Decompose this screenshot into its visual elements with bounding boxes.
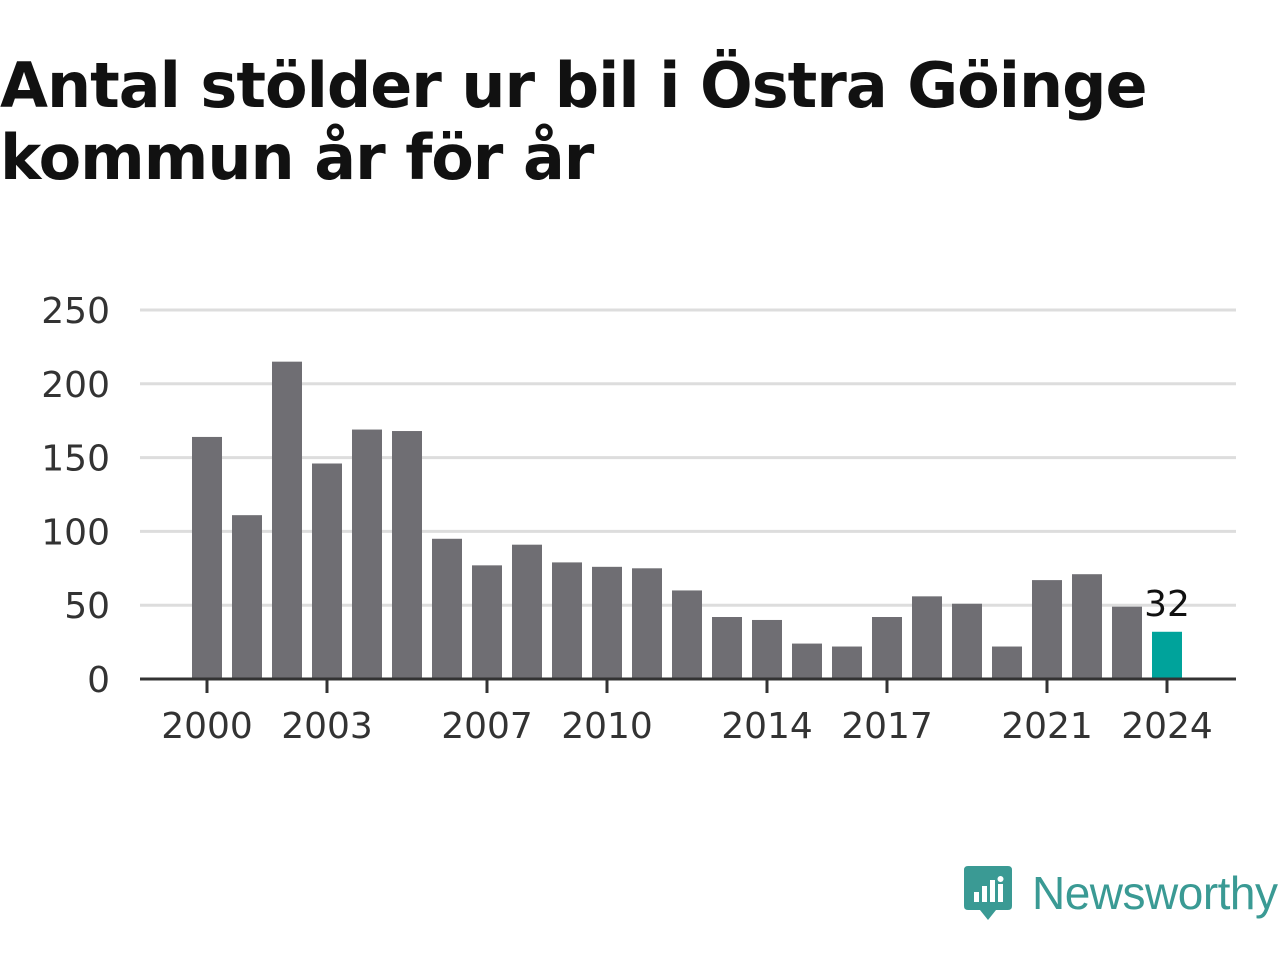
- bar-2019: [952, 603, 982, 679]
- bar-2020: [992, 646, 1022, 679]
- y-tick-label: 250: [41, 291, 110, 332]
- brand-name: Newsworthy: [1032, 867, 1278, 919]
- x-tick-label: 2017: [841, 706, 933, 747]
- x-tick-label: 2000: [161, 706, 253, 747]
- y-tick-label: 200: [41, 365, 110, 406]
- bar-2021: [1032, 580, 1062, 679]
- bar-2024: [1152, 631, 1182, 679]
- bar-2007: [472, 565, 502, 679]
- y-tick-label: 0: [87, 660, 110, 701]
- chart-title: Antal stölder ur bil i Östra Göinge komm…: [0, 49, 1148, 194]
- bar-2008: [512, 544, 542, 679]
- bar-2022: [1072, 574, 1102, 679]
- bar-2002: [272, 361, 302, 679]
- bar-2009: [552, 562, 582, 679]
- y-tick-label: 50: [64, 586, 110, 627]
- x-tick-label: 2003: [281, 706, 373, 747]
- x-tick-label: 2024: [1121, 706, 1213, 747]
- bar-2016: [832, 646, 862, 679]
- bar-chart: 0 50 100 150 200 250 32 2000 2003 2007 2010 2014 201…: [41, 291, 1236, 747]
- data-label-2024: 32: [1144, 584, 1190, 625]
- bar-2017: [872, 617, 902, 679]
- bar-2012: [672, 590, 702, 679]
- x-tick-label: 2014: [721, 706, 813, 747]
- bar-2018: [912, 596, 942, 679]
- x-tick-label: 2021: [1001, 706, 1093, 747]
- bar-2013: [712, 617, 742, 679]
- x-tick-label: 2010: [561, 706, 653, 747]
- bar-2014: [752, 619, 782, 679]
- newsworthy-logo: Newsworthy: [962, 862, 1278, 924]
- bar-2000: [192, 436, 222, 679]
- y-tick-label: 100: [41, 512, 110, 553]
- y-tick-label: 150: [41, 439, 110, 480]
- newsworthy-logo-icon: [964, 866, 1012, 920]
- bar-2023: [1112, 606, 1142, 679]
- bar-2005: [392, 431, 422, 679]
- bar-2006: [432, 538, 462, 679]
- bar-2015: [792, 643, 822, 679]
- bar-2011: [632, 568, 662, 679]
- bar-2001: [232, 515, 262, 679]
- bar-2010: [592, 566, 622, 679]
- x-tick-label: 2007: [441, 706, 533, 747]
- bar-2003: [312, 463, 342, 679]
- bar-2004: [352, 429, 382, 679]
